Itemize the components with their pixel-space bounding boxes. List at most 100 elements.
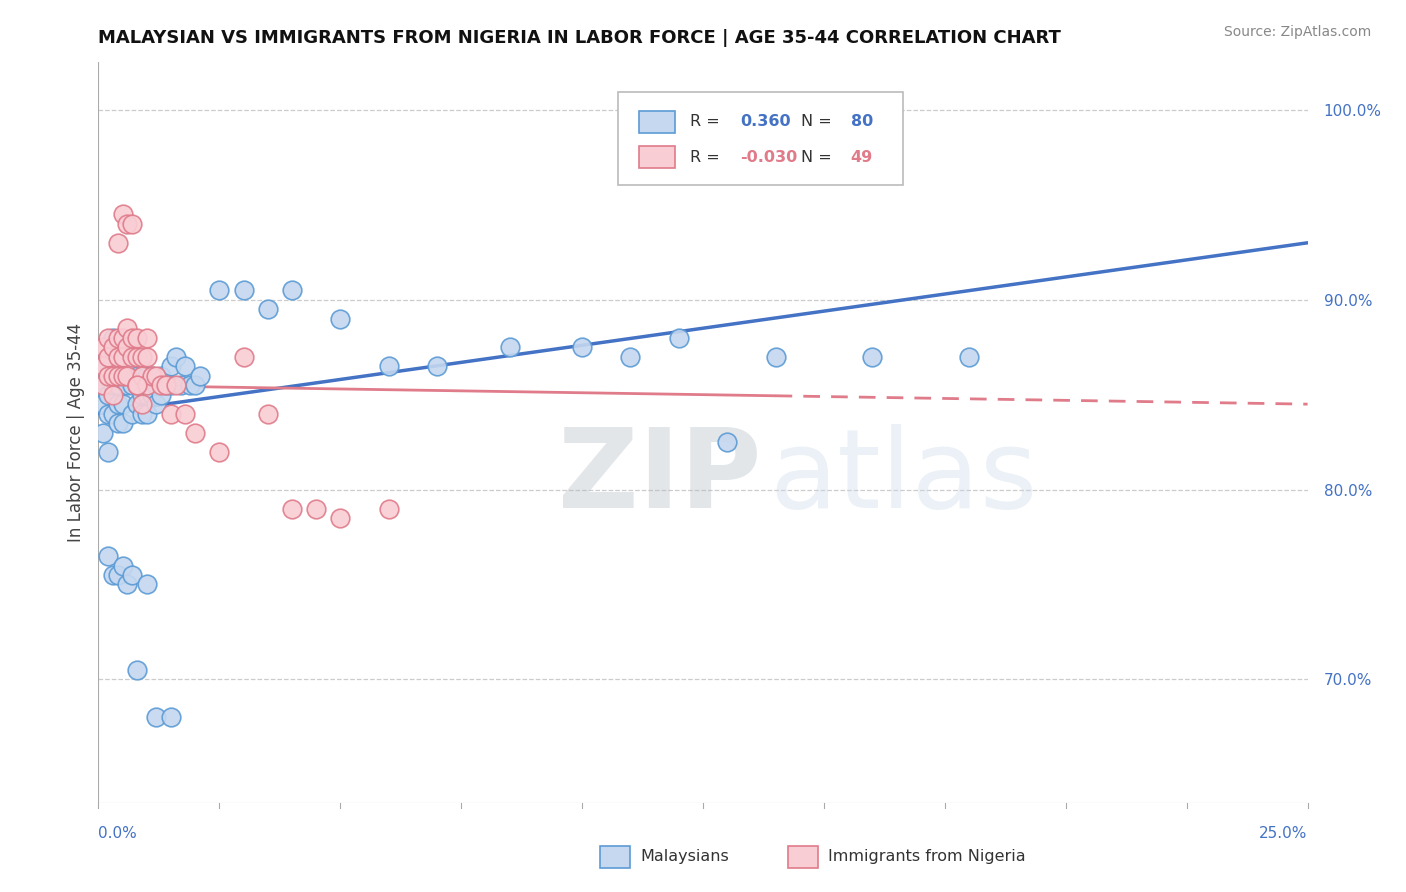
Point [860, 350, 883, 364]
Point [97, 387, 120, 401]
Point [329, 311, 352, 326]
Point [145, 710, 167, 724]
Point [107, 416, 129, 430]
Point [117, 368, 139, 383]
Point [426, 359, 449, 374]
Point [165, 350, 187, 364]
Point [165, 378, 187, 392]
Point [91, 397, 114, 411]
Point [101, 387, 124, 401]
Text: ZIP: ZIP [558, 424, 761, 531]
Point [232, 350, 254, 364]
Point [131, 368, 153, 383]
Point [117, 340, 139, 354]
Point [97, 407, 120, 421]
Point [184, 378, 207, 392]
Text: atlas: atlas [769, 424, 1038, 531]
Point [131, 387, 153, 401]
Point [135, 387, 157, 401]
Point [131, 368, 153, 383]
Point [91, 378, 114, 392]
Point [135, 407, 157, 421]
Y-axis label: In Labor Force | Age 35-44: In Labor Force | Age 35-44 [66, 323, 84, 542]
Point [155, 378, 177, 392]
Point [97, 350, 120, 364]
Point [91, 359, 114, 374]
FancyBboxPatch shape [638, 111, 675, 133]
Point [107, 368, 129, 383]
Text: Malaysians: Malaysians [640, 849, 728, 864]
Point [121, 378, 143, 392]
Point [305, 501, 328, 516]
Point [135, 378, 157, 392]
Point [150, 368, 173, 383]
Point [957, 350, 980, 364]
Point [127, 350, 149, 364]
Point [281, 283, 304, 297]
Text: 25.0%: 25.0% [1260, 826, 1308, 840]
Point [145, 368, 167, 383]
Point [121, 217, 143, 231]
Point [145, 378, 167, 392]
Point [91, 340, 114, 354]
Point [141, 387, 163, 401]
Point [111, 350, 134, 364]
Point [179, 378, 201, 392]
Text: 49: 49 [851, 150, 873, 165]
Point [281, 501, 304, 516]
Point [111, 331, 134, 345]
Text: N =: N = [801, 150, 837, 165]
Point [101, 331, 124, 345]
Point [208, 283, 231, 297]
Text: N =: N = [801, 114, 837, 129]
Point [131, 397, 153, 411]
Point [135, 331, 157, 345]
Point [121, 331, 143, 345]
Point [111, 558, 134, 573]
Point [107, 397, 129, 411]
Point [765, 350, 787, 364]
Point [498, 340, 520, 354]
Text: Immigrants from Nigeria: Immigrants from Nigeria [828, 849, 1025, 864]
Point [101, 368, 124, 383]
Point [135, 577, 157, 591]
Point [127, 663, 149, 677]
Point [101, 568, 124, 582]
Point [256, 407, 278, 421]
Point [117, 378, 139, 392]
Point [101, 378, 124, 392]
Point [377, 501, 399, 516]
Point [127, 331, 149, 345]
Text: 80: 80 [851, 114, 873, 129]
Point [101, 407, 124, 421]
Point [169, 378, 191, 392]
Point [329, 511, 352, 525]
Point [121, 568, 143, 582]
Point [571, 340, 593, 354]
Point [131, 350, 153, 364]
Point [107, 340, 129, 354]
Point [135, 368, 157, 383]
Point [232, 283, 254, 297]
Point [141, 368, 163, 383]
Point [145, 397, 167, 411]
FancyBboxPatch shape [619, 92, 903, 185]
Point [107, 235, 129, 250]
Point [135, 350, 157, 364]
Text: R =: R = [690, 114, 724, 129]
Point [107, 359, 129, 374]
Point [127, 397, 149, 411]
Point [121, 359, 143, 374]
Point [97, 350, 120, 364]
Text: 0.0%: 0.0% [98, 826, 138, 840]
Point [111, 397, 134, 411]
Point [97, 331, 120, 345]
Point [91, 359, 114, 374]
Point [127, 378, 149, 392]
FancyBboxPatch shape [787, 846, 818, 868]
Point [160, 407, 183, 421]
Text: MALAYSIAN VS IMMIGRANTS FROM NIGERIA IN LABOR FORCE | AGE 35-44 CORRELATION CHAR: MALAYSIAN VS IMMIGRANTS FROM NIGERIA IN … [98, 29, 1062, 47]
Point [111, 350, 134, 364]
FancyBboxPatch shape [600, 846, 630, 868]
Point [716, 435, 738, 450]
